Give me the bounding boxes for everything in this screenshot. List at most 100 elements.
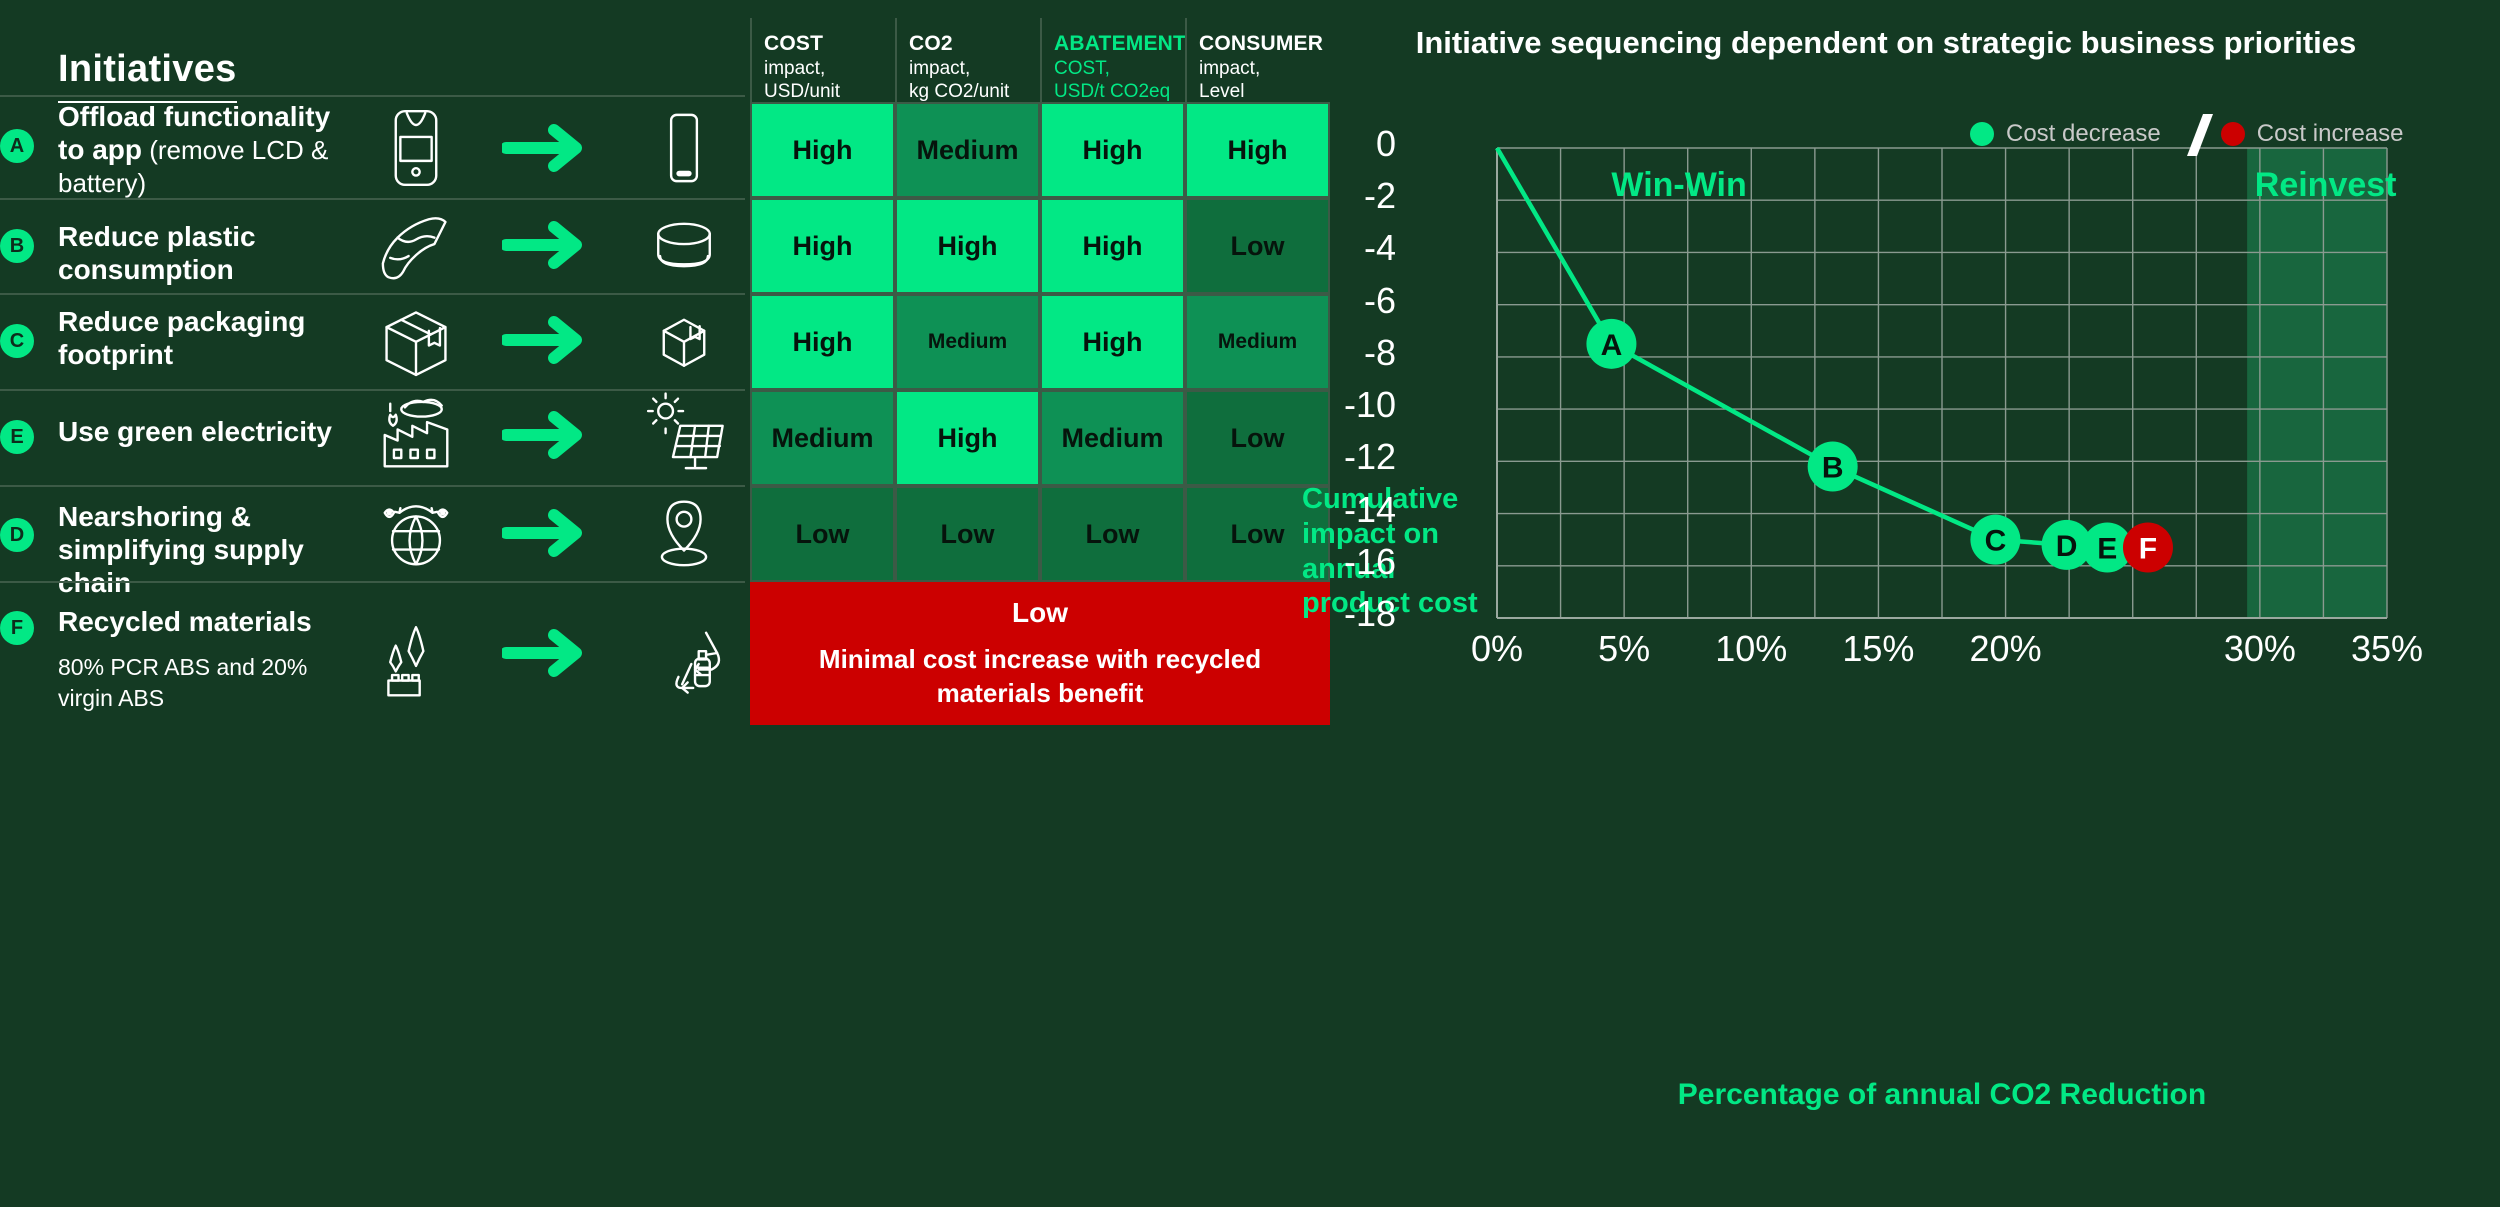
- matrix-column-header: ABATEMENT COST, USD/t CO2eq: [1040, 18, 1187, 102]
- legend-item-cost-increase: Cost increase: [2220, 120, 2403, 148]
- impact-matrix: COST impact, USD/unit CO2 impact, kg CO2/unit…: [750, 18, 1330, 725]
- arrow-right-icon: [495, 507, 605, 559]
- x-tick-label: 10%: [1715, 628, 1788, 669]
- initiative-text: Reduce plastic consumption: [58, 220, 358, 286]
- initiative-row[interactable]: F Recycled materials 80% PCR ABS and 20% v…: [0, 581, 745, 711]
- y-tick-label: -6: [1363, 279, 1396, 321]
- matrix-cell: Low: [1185, 486, 1330, 582]
- initiative-row[interactable]: D Nearshoring & simplifying supply chain: [0, 485, 745, 598]
- header-line-1: ABATEMENT: [1054, 32, 1187, 55]
- initiative-text: Use green electricity: [58, 415, 358, 448]
- chart-legend: Cost decrease Cost increase: [1970, 120, 2490, 148]
- matrix-cell: Low: [1185, 198, 1330, 294]
- zone-label-win-win: Win-Win: [1611, 166, 1747, 204]
- initiative-badge-e: E: [0, 420, 34, 454]
- y-tick-label: -2: [1363, 175, 1396, 217]
- row-divider: [0, 95, 745, 97]
- initiative-row[interactable]: E Use green electricity: [0, 389, 745, 485]
- initiative-badge-a: A: [0, 129, 34, 163]
- initiative-row[interactable]: A Offload functionality to app (remove LC…: [0, 95, 745, 198]
- matrix-row: Low Low Low Low: [750, 486, 1330, 582]
- initiatives-panel: Initiatives A Offload functionality to ap…: [0, 0, 1292, 1140]
- x-tick-label: 15%: [1842, 628, 1915, 669]
- y-tick-label: -12: [1343, 436, 1396, 478]
- matrix-cell: High: [750, 102, 895, 198]
- data-point-c[interactable]: C: [1970, 514, 2021, 565]
- data-point-d[interactable]: D: [2041, 519, 2092, 570]
- y-tick-label: -10: [1343, 384, 1396, 426]
- smartphone-with-lcd-icon: [370, 102, 462, 194]
- chart-panel: Initiative sequencing dependent on strat…: [1292, 0, 2500, 1207]
- legend-dot-green-icon: [1970, 122, 1994, 146]
- globe-shipping-icon: [370, 487, 462, 579]
- small-box-icon: [638, 294, 730, 386]
- initiative-title: Reduce packaging footprint: [58, 306, 306, 371]
- initiative-title: Use green electricity: [58, 416, 332, 447]
- solar-panel-icon: [638, 389, 730, 481]
- y-tick-label: -8: [1363, 331, 1396, 373]
- callout-text: Minimal cost increase with recycled mate…: [818, 643, 1262, 708]
- initiative-badge-b: B: [0, 229, 34, 263]
- data-point-b[interactable]: B: [1807, 441, 1858, 492]
- initiative-icon-pair: [370, 102, 730, 194]
- matrix-column-header: CO2 impact, kg CO2/unit: [895, 18, 1040, 102]
- x-tick-label: 0%: [1470, 628, 1524, 669]
- data-point-a[interactable]: A: [1586, 318, 1637, 369]
- header-line-3: Level: [1199, 80, 1245, 102]
- data-point-e[interactable]: E: [2082, 522, 2133, 573]
- header-line-1: CO2: [909, 32, 953, 55]
- initiative-row[interactable]: C Reduce packaging footprint: [0, 293, 745, 389]
- arrow-right-icon: [502, 316, 582, 364]
- arrow-right-icon: [502, 221, 582, 269]
- initiative-title: Nearshoring & simplifying supply chain: [58, 501, 304, 599]
- initiative-title: Offload functionality to app (remove LCD…: [58, 101, 331, 199]
- initiative-icon-pair: [370, 487, 730, 579]
- red-callout: Low Minimal cost increase with recycled m…: [750, 582, 1330, 725]
- svg-text:D: D: [2056, 530, 2078, 563]
- puck-container-icon: [638, 199, 730, 291]
- matrix-cell: Medium: [1040, 390, 1185, 486]
- arrow-right-icon: [495, 409, 605, 461]
- sparkling-battery-icon: [370, 607, 462, 699]
- initiative-title-suffix: (remove LCD & battery): [58, 135, 329, 199]
- row-divider: [0, 485, 745, 487]
- y-tick-label: -14: [1343, 488, 1396, 530]
- matrix-column-header: CONSUMER impact, Level: [1185, 18, 1330, 102]
- y-axis-title: Cumulative impact on annual product cost: [1302, 483, 1478, 620]
- matrix-cell: Medium: [895, 294, 1040, 390]
- matrix-cell: Low: [750, 486, 895, 582]
- matrix-header-row: COST impact, USD/unit CO2 impact, kg CO2/unit…: [750, 18, 1330, 102]
- matrix-cell: High: [895, 390, 1040, 486]
- initiative-text: Offload functionality to app (remove LCD…: [58, 100, 358, 199]
- row-divider: [0, 389, 745, 391]
- x-tick-label: 20%: [1969, 628, 2042, 669]
- initiative-text: Recycled materials 80% PCR ABS and 20% vi…: [58, 605, 358, 714]
- initiative-icon-pair: [370, 389, 730, 481]
- matrix-cell: High: [895, 198, 1040, 294]
- header-line-2: impact,: [764, 57, 826, 79]
- initiative-text: Nearshoring & simplifying supply chain: [58, 500, 358, 599]
- slim-phone-icon: [638, 102, 730, 194]
- initiative-note: 80% PCR ABS and 20% virgin ABS: [58, 654, 308, 712]
- matrix-row: Medium High Medium Low: [750, 390, 1330, 486]
- x-axis-title: Percentage of annual CO2 Reduction: [1677, 1078, 2207, 1111]
- matrix-row: High Medium High High: [750, 102, 1330, 198]
- recycle-bottle-icon: [638, 607, 730, 699]
- header-line-2: impact,: [909, 57, 971, 79]
- header-line-3: kg CO2/unit: [909, 80, 1010, 102]
- matrix-cell: High: [1185, 102, 1330, 198]
- map-pin-icon: [638, 487, 730, 579]
- arrow-right-icon: [502, 509, 582, 557]
- data-point-f[interactable]: F: [2122, 522, 2173, 573]
- matrix-body: High Medium High High High High High Low High Med…: [750, 102, 1330, 725]
- callout-level: Low: [1012, 596, 1068, 628]
- initiative-row[interactable]: B Reduce plastic consumption: [0, 198, 745, 294]
- arrow-right-icon: [495, 219, 605, 271]
- header-line-1: COST: [764, 32, 824, 55]
- initiative-title: Reduce plastic consumption: [58, 221, 256, 286]
- matrix-cell: Low: [1040, 486, 1185, 582]
- y-tick-label: 0: [1375, 123, 1396, 164]
- plastic-wrap-icon: [370, 199, 462, 291]
- x-tick-label: 35%: [2350, 628, 2424, 669]
